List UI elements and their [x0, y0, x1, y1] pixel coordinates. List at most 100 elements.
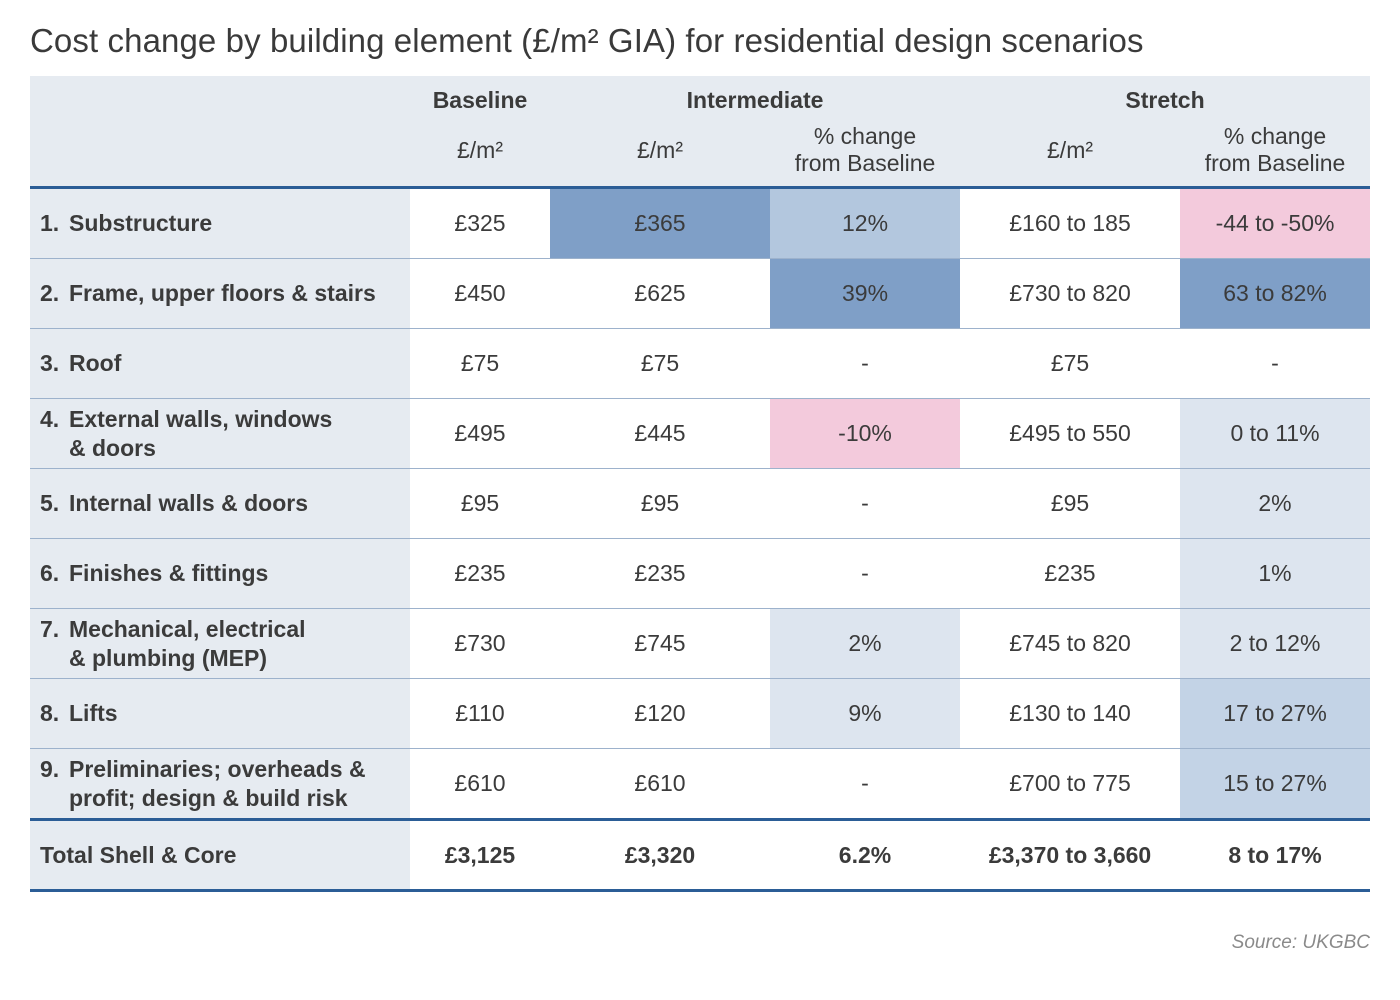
table-cell: £120 [550, 678, 770, 749]
table-row: 9. Preliminaries; overheads & profit; desi… [30, 748, 1371, 821]
table-body: 1. Substructure £325 £365 12% £160 to 185 -44 … [30, 187, 1371, 821]
sub-header-text: % change from Baseline [1204, 123, 1346, 176]
table-cell: £160 to 185 [960, 187, 1181, 259]
table-row: 8. Lifts £110 £120 9% £130 to 140 17 to 27% [30, 678, 1371, 749]
row-number: 6. [40, 560, 60, 586]
table-cell: £235 [550, 538, 770, 609]
table-cell: £365 [550, 187, 770, 259]
table-cell: 2% [1180, 468, 1371, 539]
table-cell: £235 [410, 538, 550, 609]
cost-table: Baseline Intermediate Stretch £/m² £/m² … [30, 76, 1371, 892]
table-cell: £700 to 775 [960, 748, 1181, 821]
corner-cell [30, 76, 410, 114]
table-row: 3. Roof £75 £75- £75- [30, 328, 1371, 399]
table-cell: £235 [960, 538, 1181, 609]
row-label-text: Substructure [69, 210, 213, 236]
table-cell: - [770, 328, 961, 399]
table-cell: -10% [770, 398, 961, 469]
table-cell: 2 to 12% [1180, 608, 1371, 679]
table-cell: £610 [410, 748, 550, 821]
table-cell: £95 [550, 468, 770, 539]
corner-cell [30, 114, 410, 189]
table-cell: 2% [770, 608, 961, 679]
group-header-stretch: Stretch [960, 76, 1371, 114]
table-cell: £450 [410, 258, 550, 329]
row-label: 8. Lifts [30, 678, 410, 749]
row-label-text: Mechanical, electrical [69, 615, 306, 642]
table-cell: 15 to 27% [1180, 748, 1371, 821]
row-number: 2. [40, 280, 60, 306]
table-row: 1. Substructure £325 £365 12% £160 to 185 -44 … [30, 187, 1371, 259]
row-label: 6. Finishes & fittings [30, 538, 410, 609]
table-cell: £445 [550, 398, 770, 469]
group-header-row: Baseline Intermediate Stretch [30, 76, 1371, 114]
row-label-text: Finishes & fittings [69, 560, 269, 586]
table-cell: £730 [410, 608, 550, 679]
row-label: 2. Frame, upper floors & stairs [30, 258, 410, 329]
row-label: 5. Internal walls & doors [30, 468, 410, 539]
table-cell: - [1180, 328, 1371, 399]
row-number: 7. [40, 615, 60, 642]
total-cell: 8 to 17% [1180, 819, 1371, 892]
table-cell: £495 [410, 398, 550, 469]
sub-header-stretch-cost: £/m² [960, 114, 1181, 189]
table-cell: - [770, 538, 961, 609]
total-cell: £3,370 to 3,660 [960, 819, 1181, 892]
row-number: 9. [40, 755, 60, 782]
row-number: 5. [40, 490, 60, 516]
total-label: Total Shell & Core [30, 819, 410, 892]
table-cell: £745 to 820 [960, 608, 1181, 679]
row-number: 3. [40, 350, 60, 376]
total-cell: £3,320 [550, 819, 770, 892]
row-number: 4. [40, 405, 60, 432]
table-cell: £325 [410, 187, 550, 259]
row-label-text: External walls, windows [69, 405, 333, 432]
table-cell: £75 [960, 328, 1181, 399]
table-cell: £610 [550, 748, 770, 821]
row-label: 9. Preliminaries; overheads & profit; desi… [30, 748, 410, 821]
row-label-text: Roof [69, 350, 122, 376]
table-cell: 0 to 11% [1180, 398, 1371, 469]
sub-header-intermediate-cost: £/m² [550, 114, 770, 189]
table-cell: - [770, 748, 961, 821]
table-cell: 12% [770, 187, 961, 259]
row-label: 3. Roof [30, 328, 410, 399]
row-label-text: profit; design & build risk [69, 784, 348, 811]
table-cell: -44 to -50% [1180, 187, 1371, 259]
table-cell: £110 [410, 678, 550, 749]
table-row: 7. Mechanical, electrical & plumbing (MEP)… [30, 608, 1371, 679]
group-header-baseline: Baseline [410, 76, 550, 114]
table-cell: £495 to 550 [960, 398, 1181, 469]
row-label: 1. Substructure [30, 187, 410, 259]
sub-header-row: £/m² £/m² % change from Baseline £/m² % … [30, 114, 1371, 189]
row-label-text: Frame, upper floors & stairs [69, 280, 376, 306]
row-label-text: Lifts [69, 700, 118, 726]
total-cell: 6.2% [770, 819, 961, 892]
sub-header-baseline-cost: £/m² [410, 114, 550, 189]
table-cell: £75 [550, 328, 770, 399]
table-row: 6. Finishes & fittings £235 £235- £235 1% [30, 538, 1371, 609]
table-cell: 9% [770, 678, 961, 749]
table-cell: £625 [550, 258, 770, 329]
sub-header-text: % change from Baseline [794, 123, 936, 176]
row-label-text: Internal walls & doors [69, 490, 308, 516]
table-cell: £75 [410, 328, 550, 399]
table-cell: 1% [1180, 538, 1371, 609]
total-row: Total Shell & Core £3,125 £3,320 6.2% £3… [30, 819, 1371, 892]
source-note: Source: UKGBC [1231, 932, 1370, 953]
row-label: 4. External walls, windows & doors [30, 398, 410, 469]
row-label-text: Preliminaries; overheads & [69, 755, 366, 782]
table-cell: 17 to 27% [1180, 678, 1371, 749]
sub-header-stretch-change: % change from Baseline [1180, 114, 1371, 189]
chart-title: Cost change by building element (£/m² GI… [30, 22, 1144, 59]
table-cell: £95 [960, 468, 1181, 539]
group-header-intermediate: Intermediate [550, 76, 961, 114]
row-number: 8. [40, 700, 60, 726]
table-cell: 39% [770, 258, 961, 329]
row-label-text: & plumbing (MEP) [69, 644, 268, 671]
table-cell: £130 to 140 [960, 678, 1181, 749]
total-cell: £3,125 [410, 819, 550, 892]
table-row: 5. Internal walls & doors £95 £95- £95 2% [30, 468, 1371, 539]
table-cell: - [770, 468, 961, 539]
row-label-text: & doors [69, 434, 156, 461]
